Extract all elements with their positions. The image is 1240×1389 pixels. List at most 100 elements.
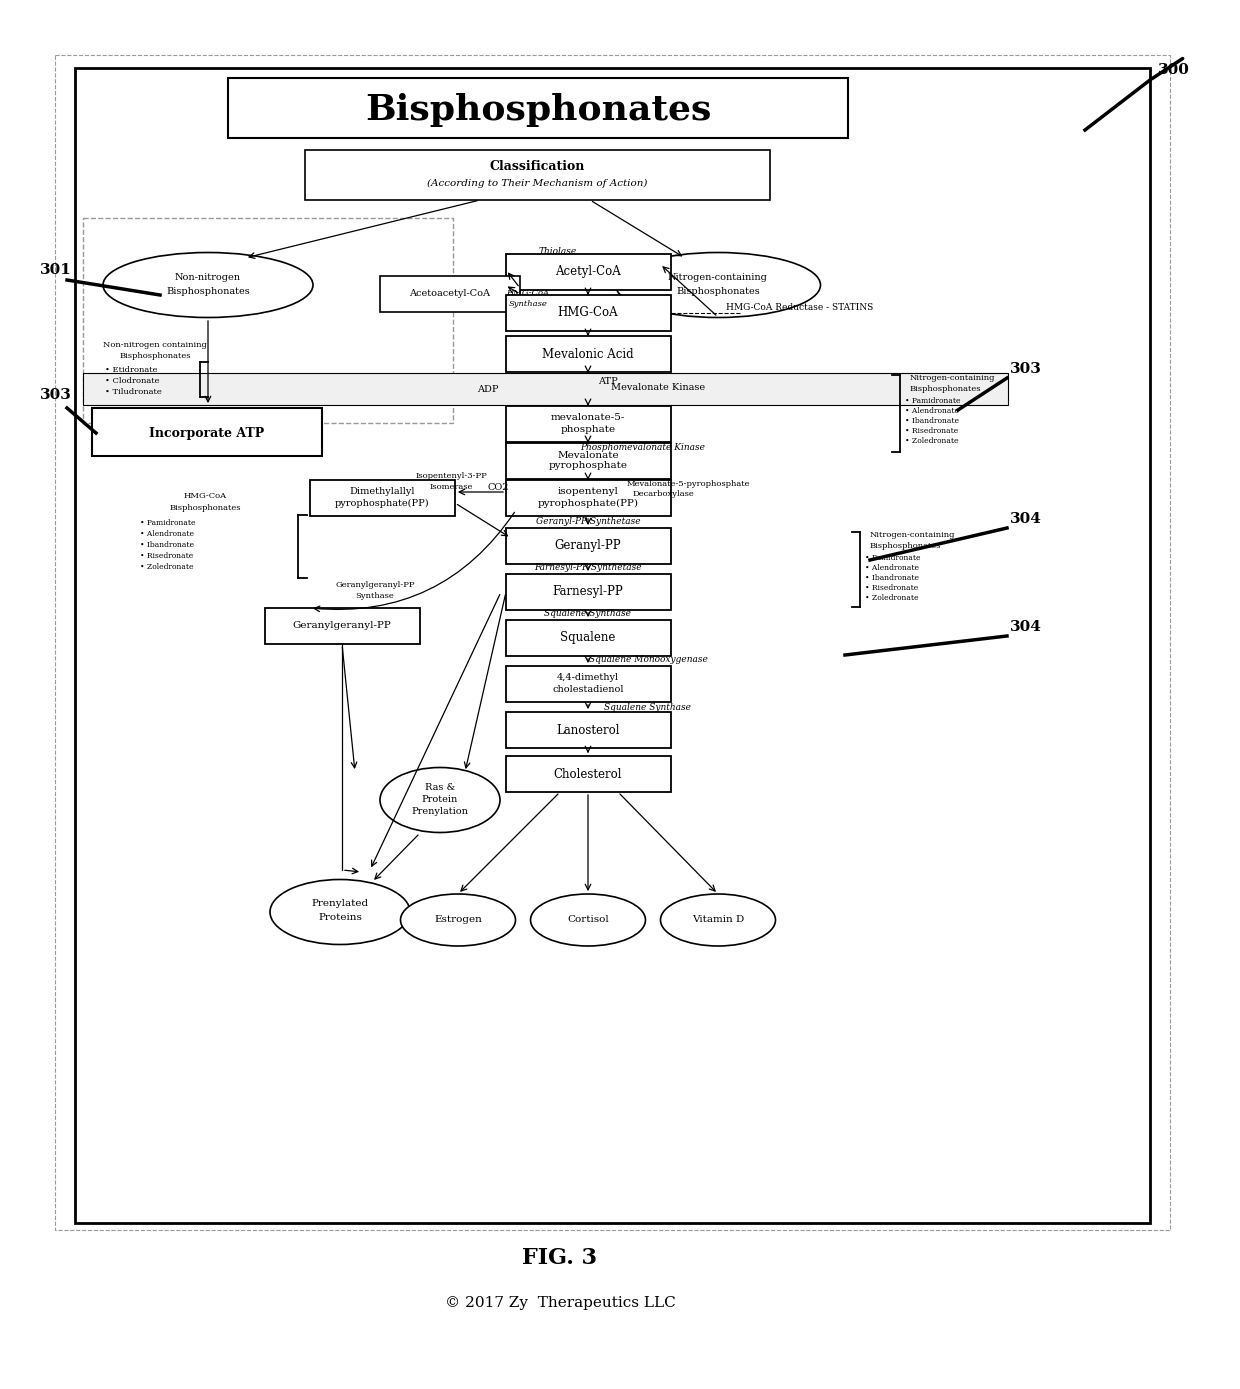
- Text: Protein: Protein: [422, 796, 458, 804]
- Text: Geranyl-PP: Geranyl-PP: [554, 539, 621, 553]
- Text: Prenylation: Prenylation: [412, 807, 469, 817]
- Text: Mevalonic Acid: Mevalonic Acid: [542, 347, 634, 361]
- Text: 301: 301: [40, 263, 72, 276]
- Text: • Pamidronate: • Pamidronate: [905, 397, 961, 406]
- Text: Nitrogen-containing: Nitrogen-containing: [870, 531, 956, 539]
- Text: Squalene Monooxygenase: Squalene Monooxygenase: [589, 656, 708, 664]
- Ellipse shape: [661, 895, 775, 946]
- Text: Squalene: Squalene: [560, 632, 616, 644]
- Bar: [265, 608, 420, 644]
- Text: • Ibandronate: • Ibandronate: [866, 574, 919, 582]
- Text: Mevalonate: Mevalonate: [557, 450, 619, 460]
- Bar: [506, 574, 671, 610]
- Text: © 2017 Zy  Therapeutics LLC: © 2017 Zy Therapeutics LLC: [445, 1296, 676, 1310]
- Text: Acetoacetyl-CoA: Acetoacetyl-CoA: [409, 289, 491, 299]
- Text: Non-nitrogen containing: Non-nitrogen containing: [103, 342, 207, 349]
- Text: • Zoledronate: • Zoledronate: [140, 563, 193, 571]
- Text: Proteins: Proteins: [319, 914, 362, 922]
- Text: Bisphosphonates: Bisphosphonates: [365, 93, 712, 126]
- Text: • Risedronate: • Risedronate: [140, 551, 193, 560]
- Text: Squalene Synthase: Squalene Synthase: [544, 610, 631, 618]
- Text: Geranylgeranyl-PP: Geranylgeranyl-PP: [335, 581, 414, 589]
- Text: • Pamidronate: • Pamidronate: [140, 519, 196, 526]
- Text: HMG-CoA: HMG-CoA: [558, 307, 619, 319]
- Bar: [506, 254, 671, 290]
- Text: HMG-CoA Reductase - STATINS: HMG-CoA Reductase - STATINS: [727, 304, 874, 313]
- Text: Lanosterol: Lanosterol: [557, 724, 620, 736]
- Bar: [506, 713, 671, 749]
- Text: Decarboxylase: Decarboxylase: [632, 490, 694, 499]
- Text: Bisphosphonates: Bisphosphonates: [119, 351, 191, 360]
- Text: Non-nitrogen: Non-nitrogen: [175, 274, 241, 282]
- Text: • Risedronate: • Risedronate: [866, 583, 919, 592]
- Text: • Ibandronate: • Ibandronate: [140, 540, 193, 549]
- Text: • Alendronate: • Alendronate: [905, 407, 959, 415]
- Bar: [506, 294, 671, 331]
- Text: (According to Their Mechanism of Action): (According to Their Mechanism of Action): [427, 178, 647, 188]
- Text: Thiolase: Thiolase: [539, 246, 577, 256]
- Text: Incorporate ATP: Incorporate ATP: [149, 426, 264, 439]
- Text: 304: 304: [1011, 619, 1042, 633]
- Text: Vitamin D: Vitamin D: [692, 915, 744, 925]
- Bar: [506, 481, 671, 515]
- Text: pyrophosphate: pyrophosphate: [548, 461, 627, 471]
- Text: 304: 304: [1011, 513, 1042, 526]
- Text: Mevalonate-5-pyrophosphate: Mevalonate-5-pyrophosphate: [626, 481, 750, 488]
- Text: • Zoledronate: • Zoledronate: [866, 594, 919, 601]
- Bar: [506, 336, 671, 372]
- Bar: [305, 150, 770, 200]
- Bar: [506, 528, 671, 564]
- Text: Squalene Synthase: Squalene Synthase: [605, 703, 692, 711]
- Bar: [506, 443, 671, 479]
- Text: Geranylgeranyl-PP: Geranylgeranyl-PP: [293, 621, 392, 631]
- Text: 4,4-dimethyl: 4,4-dimethyl: [557, 674, 619, 682]
- Text: Bisphosphonates: Bisphosphonates: [169, 504, 241, 513]
- Text: • Zoledronate: • Zoledronate: [905, 438, 959, 444]
- Text: Estrogen: Estrogen: [434, 915, 482, 925]
- Bar: [83, 374, 1008, 406]
- Bar: [506, 756, 671, 792]
- Text: Cholesterol: Cholesterol: [554, 768, 622, 781]
- Text: • Etidronate: • Etidronate: [105, 365, 157, 374]
- Text: ATP: ATP: [598, 376, 618, 386]
- Text: HMG-CoA: HMG-CoA: [506, 289, 549, 297]
- Text: • Alendronate: • Alendronate: [866, 564, 919, 572]
- Text: • Tiludronate: • Tiludronate: [105, 388, 161, 396]
- Text: Bisphosphonates: Bisphosphonates: [676, 288, 760, 296]
- Bar: [506, 619, 671, 656]
- Text: Phosphomevalonate Kinase: Phosphomevalonate Kinase: [580, 443, 706, 453]
- Text: Farnesyl-PP: Farnesyl-PP: [553, 586, 624, 599]
- Ellipse shape: [270, 879, 410, 945]
- Text: Isomerase: Isomerase: [429, 483, 472, 490]
- Text: ADP: ADP: [477, 385, 498, 393]
- Text: pyrophosphate(PP): pyrophosphate(PP): [335, 499, 429, 507]
- Text: Isopentenyl-3-PP: Isopentenyl-3-PP: [415, 472, 487, 481]
- Text: • Risedronate: • Risedronate: [905, 426, 959, 435]
- Bar: [310, 481, 455, 515]
- Text: Bisphosphonates: Bisphosphonates: [870, 542, 941, 550]
- Text: Synthase: Synthase: [508, 300, 547, 308]
- Ellipse shape: [103, 253, 312, 318]
- Text: Ras &: Ras &: [425, 783, 455, 793]
- Bar: [83, 218, 453, 424]
- Text: 300: 300: [1158, 63, 1190, 76]
- Text: Bisphosphonates: Bisphosphonates: [910, 385, 982, 393]
- Bar: [55, 56, 1171, 1231]
- Text: Mevalonate Kinase: Mevalonate Kinase: [611, 382, 706, 392]
- Text: cholestadienol: cholestadienol: [552, 685, 624, 693]
- Text: Nitrogen-containing: Nitrogen-containing: [910, 374, 996, 382]
- Text: isopentenyl: isopentenyl: [558, 488, 619, 496]
- Bar: [92, 408, 322, 456]
- Text: mevalonate-5-: mevalonate-5-: [551, 414, 625, 422]
- Text: Nitrogen-containing: Nitrogen-containing: [668, 274, 768, 282]
- Text: pyrophosphate(PP): pyrophosphate(PP): [537, 499, 639, 507]
- Text: FIG. 3: FIG. 3: [522, 1247, 598, 1270]
- Text: • Ibandronate: • Ibandronate: [905, 417, 959, 425]
- Bar: [506, 406, 671, 442]
- Text: Synthase: Synthase: [356, 592, 394, 600]
- Text: 303: 303: [1011, 363, 1042, 376]
- Text: • Alendronate: • Alendronate: [140, 531, 193, 538]
- Text: Geranyl-PP Synthetase: Geranyl-PP Synthetase: [536, 518, 640, 526]
- Text: Cortisol: Cortisol: [567, 915, 609, 925]
- Text: • Clodronate: • Clodronate: [105, 376, 160, 385]
